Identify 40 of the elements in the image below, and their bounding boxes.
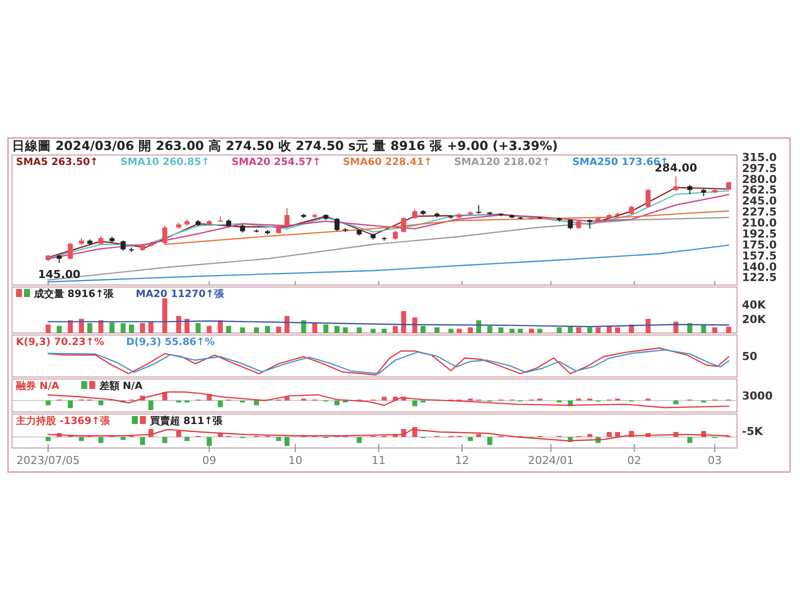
y-tick-label: 227.5 <box>742 206 777 219</box>
y-tick-label: 20K <box>742 312 766 326</box>
y-tick-label: 157.5 <box>742 249 777 262</box>
y-tick-label: 280.0 <box>742 172 778 186</box>
x-tick-label: 03 <box>708 454 722 467</box>
text: SMA20 254.57↑ <box>232 157 321 168</box>
y-tick-label: 122.5 <box>742 271 777 284</box>
chart-title: 日線圖 2024/03/06 開 263.00 高 274.50 收 274.50 s元 量 8916 張 +9.00 (+3.39%) <box>12 138 558 153</box>
series-label: 融券 N/A <box>16 380 60 392</box>
y-tick-label: 192.5 <box>742 227 777 240</box>
legend-label: 差額 N/A <box>98 380 143 392</box>
y-tick-label: 297.5 <box>742 162 777 175</box>
x-tick-label: 2023/07/05 <box>16 454 80 467</box>
y-tick-label: 262.5 <box>742 184 777 197</box>
x-tick-label: 12 <box>455 454 469 467</box>
x-tick-label: 02 <box>627 454 642 467</box>
x-tick-label: 2024/01 <box>528 454 574 467</box>
text: SMA5 263.50↑ <box>16 157 98 168</box>
series-label: D(9,3) 55.86↑% <box>126 337 215 348</box>
y-tick-label: 245.0 <box>742 194 778 208</box>
text: MA20 11270↑張 <box>136 288 225 300</box>
series-label: 主力持股 -1369↑張 <box>15 415 111 427</box>
legend-label: 買賣超 811↑張 <box>148 415 224 427</box>
text: 3000 <box>742 390 773 402</box>
x-tick-label: 10 <box>288 454 302 467</box>
series-label: K(9,3) 70.23↑% <box>16 337 104 348</box>
text: SMA60 228.41↑ <box>342 157 432 168</box>
text: 50 <box>742 350 758 363</box>
y-tick-label: 40K <box>742 298 766 312</box>
x-tick-label: 11 <box>372 454 386 467</box>
text: -5K <box>742 425 764 438</box>
y-tick-label: 315.0 <box>742 150 778 164</box>
annotation: 145.00 <box>38 268 81 282</box>
text: SMA10 260.85↑ <box>120 157 210 168</box>
x-tick-label: 09 <box>202 454 216 467</box>
legend-label: 成交量 8916↑張 <box>33 288 115 300</box>
y-tick-label: 140.0 <box>742 260 778 274</box>
text: SMA120 218.02↑ <box>454 157 550 168</box>
y-tick-label: 210.0 <box>742 216 778 230</box>
y-tick-label: 175.0 <box>742 238 778 252</box>
